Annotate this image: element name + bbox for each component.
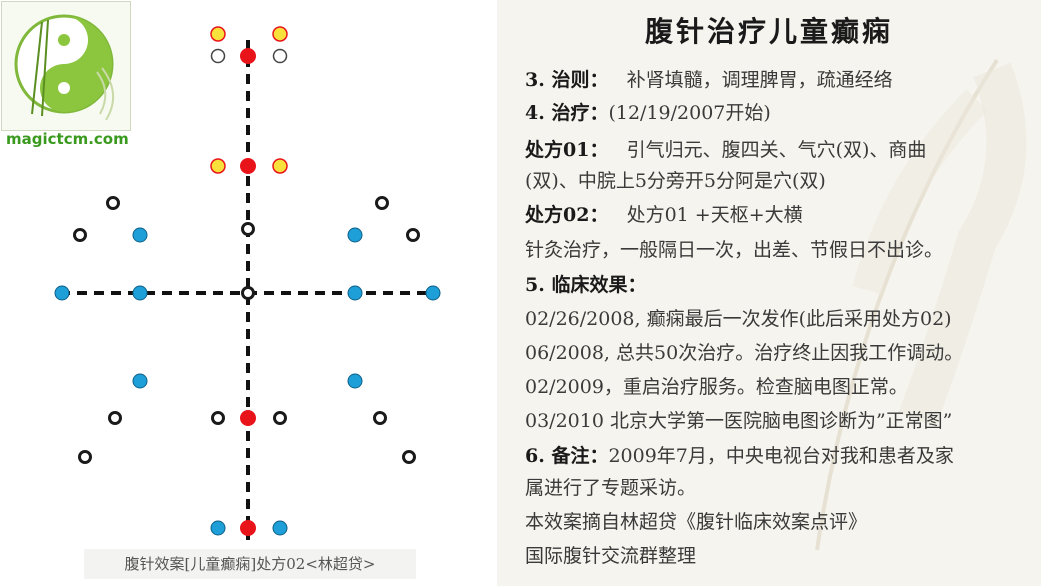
prescription02-heading: 处方02： [525, 204, 609, 226]
yellow-acupoint [210, 158, 226, 174]
prescription01-heading: 处方01： [525, 139, 609, 161]
blue-acupoint [347, 227, 363, 243]
prescription01-continued: (双)、中脘上5分旁开5分阿是穴(双) [525, 170, 826, 192]
blue-acupoint [54, 285, 70, 301]
yellow-acupoint [210, 26, 226, 42]
text-panel: 腹针治疗儿童癫痫 3. 治则： 补肾填髓，调理脾胃，疏通经络 4. 治疗：(12… [497, 0, 1041, 586]
black-ring-acupoint [406, 228, 420, 242]
prescription01-text: 引气归元、腹四关、气穴(双)、商曲 [626, 139, 927, 161]
yellow-acupoint [272, 158, 288, 174]
red-acupoint [240, 520, 256, 536]
remark-continued: 属进行了专题采访。 [525, 477, 697, 499]
blue-acupoint [425, 285, 441, 301]
blue-acupoint [132, 227, 148, 243]
principle-text: 补肾填髓，调理脾胃，疏通经络 [626, 69, 893, 91]
blue-acupoint [132, 373, 148, 389]
page-title: 腹针治疗儿童癫痫 [644, 15, 893, 48]
black-ring-acupoint [241, 222, 255, 236]
black-ring-acupoint [73, 228, 87, 242]
black-ring-acupoint [78, 450, 92, 464]
black-ring-acupoint [241, 286, 255, 300]
group-note: 国际腹针交流群整理 [525, 545, 697, 567]
acupoint-map [54, 26, 441, 540]
blue-acupoint [210, 520, 226, 536]
black-ring-acupoint [273, 411, 287, 425]
red-acupoint [240, 48, 256, 64]
principle-line: 3. 治则： 补肾填髓，调理脾胃，疏通经络 [525, 65, 893, 92]
black-ring-acupoint [375, 196, 389, 210]
blue-acupoint [272, 520, 288, 536]
white-ring-acupoint [272, 48, 288, 64]
black-ring-acupoint [402, 450, 416, 464]
red-acupoint [240, 158, 256, 174]
logo [1, 1, 131, 131]
yellow-acupoint [272, 26, 288, 42]
blue-acupoint [347, 285, 363, 301]
brand-text[interactable]: magictcm.com [6, 130, 129, 148]
effect-line-4: 03/2010 北京大学第一医院脑电图诊断为”正常图” [525, 410, 953, 432]
black-ring-acupoint [108, 411, 122, 425]
black-ring-acupoint [211, 411, 225, 425]
source-note: 本效案摘自林超贷《腹针临床效案点评》 [525, 511, 868, 533]
feather-leaf-watermark [815, 58, 1027, 551]
black-ring-acupoint [373, 411, 387, 425]
blue-acupoint [347, 373, 363, 389]
prescription02-line: 处方02： 处方01 +天枢+大横 [525, 200, 803, 227]
red-acupoint [240, 410, 256, 426]
diagram-caption: 腹针效案[儿童癫痫]处方02<林超贷> [84, 549, 416, 579]
acupuncture-note: 针灸治疗，一般隔日一次，出差、节假日不出诊。 [525, 239, 944, 261]
treatment-text: (12/19/2007开始) [608, 102, 771, 124]
prescription01-line: 处方01： 引气归元、腹四关、气穴(双)、商曲 [525, 135, 926, 162]
remark-text: 2009年7月，中央电视台对我和患者及家 [608, 445, 954, 467]
prescription02-text: 处方01 +天枢+大横 [626, 204, 803, 226]
blue-acupoint [132, 285, 148, 301]
clinical-effect-heading: 5. 临床效果： [525, 274, 647, 296]
treatment-line: 4. 治疗：(12/19/2007开始) [525, 98, 771, 125]
remark-heading: 6. 备注： [525, 445, 609, 467]
remark-line: 6. 备注：2009年7月，中央电视台对我和患者及家 [525, 441, 954, 468]
black-ring-acupoint [106, 196, 120, 210]
effect-line-3: 02/2009，重启治疗服务。检查脑电图正常。 [525, 376, 908, 398]
white-ring-acupoint [210, 48, 226, 64]
treatment-heading: 4. 治疗： [525, 102, 609, 124]
acupoint-diagram: magictcm.com 腹针效案[儿童癫痫]处方02<林超贷> [0, 0, 500, 586]
effect-line-1: 02/26/2008, 癫痫最后一次发作(此后采用处方02) [525, 308, 952, 330]
effect-line-2: 06/2008, 总共50次治疗。治疗终止因我工作调动。 [525, 342, 964, 364]
principle-heading: 3. 治则： [525, 69, 609, 91]
